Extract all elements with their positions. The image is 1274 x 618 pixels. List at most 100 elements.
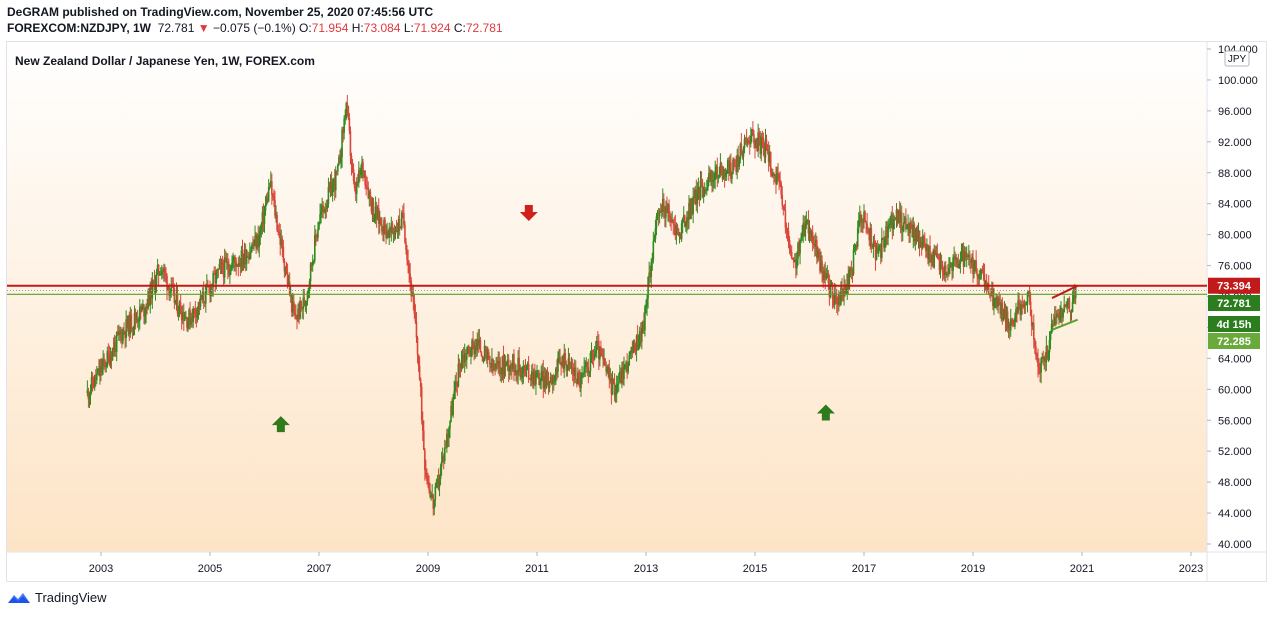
candle-body (888, 225, 890, 228)
candle-body (804, 225, 807, 237)
candle-body (811, 232, 814, 245)
candle-body (412, 292, 415, 302)
candle-body (1049, 333, 1052, 341)
candle-body (737, 154, 740, 167)
candle-body (1068, 298, 1071, 312)
candle-body (495, 363, 497, 369)
candle-body (762, 137, 765, 148)
candle-body (740, 143, 743, 153)
candle-body (278, 232, 280, 234)
candle-body (330, 181, 333, 196)
candle-body (992, 288, 994, 307)
candle-body (705, 189, 708, 191)
candle-body (234, 257, 236, 262)
candle-body (786, 230, 789, 232)
candle-body (157, 265, 160, 276)
candle-body (192, 308, 195, 322)
candle-body (98, 368, 100, 376)
candle-body (1054, 316, 1057, 318)
candle-body (245, 256, 248, 265)
candle-body (175, 293, 178, 301)
candle-body (692, 196, 694, 214)
candle-body (941, 264, 944, 273)
candle-body (166, 275, 168, 290)
candle-body (552, 375, 555, 382)
candle-body (563, 352, 566, 369)
candle-body (886, 226, 888, 239)
candle-body (287, 281, 290, 285)
candle-body (90, 376, 93, 392)
x-tick-label: 2023 (1179, 563, 1203, 575)
candle-body (783, 206, 786, 211)
candle-body (562, 356, 565, 369)
candle-body (535, 374, 537, 385)
candle-body (489, 355, 491, 365)
candle-body (649, 272, 651, 278)
candle-body (1034, 339, 1036, 347)
candle-body (1005, 311, 1008, 322)
candle-body (714, 170, 716, 180)
candle-body (599, 346, 601, 360)
candle-body (223, 257, 226, 278)
candle-body (701, 182, 704, 197)
candle-body (299, 300, 301, 319)
candle-body (360, 168, 362, 175)
footer-brand[interactable]: TradingView (7, 590, 107, 605)
candle-body (723, 169, 726, 177)
candle-body (105, 366, 108, 368)
candle-body (610, 378, 613, 395)
candle-body (830, 283, 833, 287)
chart-frame[interactable] (6, 41, 1267, 582)
candle-body (395, 230, 398, 233)
candle-body (518, 357, 520, 372)
candle-body (991, 288, 993, 296)
candle-body (722, 169, 725, 179)
candle-body (258, 235, 261, 248)
candle-body (671, 220, 674, 223)
candle-body (977, 276, 980, 279)
candle-body (981, 269, 984, 273)
candle-body (829, 286, 832, 298)
candle-body (965, 255, 968, 258)
candle-body (857, 220, 860, 229)
y-tick-label: 52.000 (1218, 446, 1252, 458)
candle-body (425, 470, 427, 476)
currency-badge[interactable]: JPY (1224, 50, 1250, 67)
candle-body (805, 221, 808, 226)
candle-body (638, 331, 641, 345)
candle-body (734, 166, 736, 168)
x-tick-label: 2005 (198, 563, 222, 575)
candle-body (744, 138, 747, 140)
candle-body (326, 204, 329, 209)
candle-body (926, 244, 928, 251)
candle-body (538, 373, 540, 386)
candle-body (534, 371, 536, 385)
y-tick-label: 100.000 (1218, 75, 1258, 87)
time-axis[interactable]: 2003 2005 2007 2009 2011 2013 2015 2017 2019 2021… (89, 552, 1203, 575)
candle-body (303, 297, 306, 307)
candle-body (264, 204, 267, 211)
candle-body (274, 200, 276, 216)
candle-body (249, 253, 251, 260)
candle-body (216, 268, 219, 271)
y-tick-label: 84.000 (1218, 199, 1252, 211)
candle-body (179, 302, 182, 315)
candle-body (853, 249, 856, 251)
candle-body (626, 361, 628, 372)
candle-body (514, 371, 516, 374)
candle-body (533, 371, 535, 385)
candle-body (1047, 352, 1050, 359)
candle-body (778, 174, 780, 181)
candle-body (758, 132, 760, 137)
candle-body (973, 264, 975, 274)
candle-body (613, 382, 616, 396)
candle-body (451, 406, 453, 416)
candle-body (252, 244, 254, 246)
candle-body (942, 272, 945, 276)
candle-body (219, 263, 222, 265)
candle-body (178, 302, 181, 313)
candle-body (975, 260, 977, 274)
candle-body (738, 159, 741, 167)
candle-body (931, 255, 933, 263)
